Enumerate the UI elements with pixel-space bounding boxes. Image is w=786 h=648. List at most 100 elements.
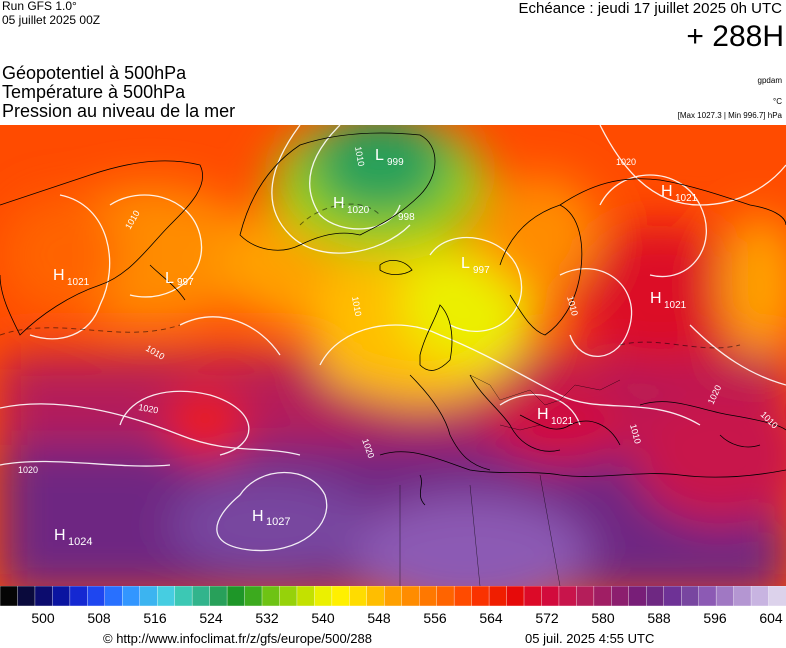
pressure-center-value: 1021 xyxy=(675,193,698,204)
color-scale-tick: 532 xyxy=(255,610,279,626)
pressure-range: [Max 1027.3 | Min 996.7] hPa xyxy=(677,111,782,120)
color-scale-tick: 548 xyxy=(367,610,391,626)
color-scale-swatch xyxy=(488,586,508,606)
forecast-horizon: + 288H xyxy=(686,20,784,53)
weather-map: H 1021 H 1020 L 999 L 997 L 997 H 1021 H… xyxy=(0,125,786,586)
pressure-center-value: 998 xyxy=(398,212,415,223)
field-temperature: Température à 500hPa xyxy=(2,82,186,102)
color-scale-swatch xyxy=(69,586,89,606)
color-scale-swatch xyxy=(87,586,106,606)
forecast-valid-time: Echéance : jeudi 17 juillet 2025 0h UTC xyxy=(518,0,783,17)
run-date: 05 juillet 2025 00Z xyxy=(2,13,101,27)
color-scale-swatch xyxy=(523,586,543,606)
color-scale-tick: 524 xyxy=(199,610,223,626)
color-scale-swatch xyxy=(139,586,158,606)
color-scale-swatch xyxy=(174,586,193,606)
color-scale-swatch xyxy=(296,586,316,606)
color-scale-swatch xyxy=(576,586,595,606)
color-scale-tick: 564 xyxy=(479,610,503,626)
borders xyxy=(399,374,621,586)
color-scale-swatch xyxy=(261,586,281,606)
color-scale-swatch xyxy=(733,586,752,606)
color-scale-tick: 588 xyxy=(647,610,671,626)
color-scale-swatch xyxy=(628,586,647,606)
color-scale-swatch xyxy=(646,586,665,606)
color-scale-swatch xyxy=(401,586,420,606)
pressure-center-type: H xyxy=(252,508,264,525)
color-scale-swatch xyxy=(52,586,71,606)
color-scale-tick: 580 xyxy=(591,610,615,626)
pressure-center-value: 1024 xyxy=(68,536,92,548)
pressure-center-type: L xyxy=(461,255,470,272)
pressure-center-type: H xyxy=(333,195,345,212)
color-scale-swatch xyxy=(681,586,700,606)
pressure-center-labels: H 1021 H 1020 L 999 L 997 L 997 H 1021 H… xyxy=(53,147,698,548)
color-scale-tick: 596 xyxy=(703,610,727,626)
color-scale-tick: 540 xyxy=(311,610,335,626)
pressure-center-value: 1021 xyxy=(67,277,90,288)
pressure-center-type: H xyxy=(54,527,66,544)
color-scale-swatch xyxy=(715,586,735,606)
color-scale-swatch xyxy=(331,586,351,606)
pressure-center-value: 999 xyxy=(387,157,404,168)
source-link[interactable]: © http://www.infoclimat.fr/z/gfs/europe/… xyxy=(103,631,372,646)
coastlines xyxy=(0,132,786,506)
color-scale-swatch xyxy=(0,586,19,606)
color-scale-tick: 508 xyxy=(87,610,111,626)
pressure-center-value: 1027 xyxy=(266,516,290,528)
pressure-center-type: L xyxy=(165,270,174,287)
pressure-center-type: L xyxy=(375,147,384,164)
color-scale-swatch xyxy=(698,586,717,606)
isobar-label: 1010 xyxy=(350,296,363,317)
color-scale-swatch xyxy=(349,586,368,606)
pressure-center-type: H xyxy=(53,267,65,284)
color-scale-tick: 572 xyxy=(535,610,559,626)
isobar-label: 1020 xyxy=(18,465,38,475)
temperature-field xyxy=(0,125,786,586)
color-scale xyxy=(0,586,786,606)
unit-geopotential: gpdam xyxy=(757,76,782,85)
color-scale-swatch xyxy=(122,586,141,606)
field-geopotential: Géopotentiel à 500hPa xyxy=(2,63,187,83)
isobar-label: 1020 xyxy=(138,402,159,415)
pressure-center-type: H xyxy=(661,183,673,200)
generation-time: 05 juil. 2025 4:55 UTC xyxy=(525,631,655,646)
color-scale-swatch xyxy=(419,586,438,606)
pressure-center-value: 1021 xyxy=(551,416,574,427)
isobar-label: 1010 xyxy=(353,146,366,167)
field-sea-level-pressure: Pression au niveau de la mer xyxy=(2,101,236,121)
color-scale-swatch xyxy=(611,586,630,606)
color-scale-tick: 516 xyxy=(143,610,167,626)
color-scale-swatch xyxy=(17,586,36,606)
unit-temperature: °C xyxy=(773,97,782,106)
temperature-isotherms xyxy=(0,203,741,349)
pressure-center-value: 1021 xyxy=(664,300,687,311)
color-scale-swatch xyxy=(366,586,385,606)
pressure-center-value: 997 xyxy=(473,265,490,276)
pressure-center-value: 997 xyxy=(177,277,194,288)
color-scale-swatch xyxy=(593,586,613,606)
color-scale-swatch xyxy=(384,586,403,606)
color-scale-swatch xyxy=(156,586,176,606)
color-scale-swatch xyxy=(314,586,333,606)
color-scale-swatch xyxy=(104,586,123,606)
color-scale-swatch xyxy=(471,586,490,606)
color-scale-swatch xyxy=(436,586,455,606)
color-scale-swatch xyxy=(34,586,54,606)
pressure-center-type: H xyxy=(537,406,549,423)
color-scale-swatch xyxy=(506,586,525,606)
pressure-center-type: H xyxy=(650,290,662,307)
color-scale-swatch xyxy=(541,586,560,606)
color-scale-swatch xyxy=(244,586,263,606)
color-scale-swatch xyxy=(226,586,246,606)
pressure-center-value: 1020 xyxy=(347,205,370,216)
color-scale-tick: 604 xyxy=(759,610,783,626)
color-scale-swatch xyxy=(750,586,770,606)
color-scale-swatch xyxy=(279,586,298,606)
color-scale-swatch xyxy=(191,586,211,606)
color-scale-tick: 556 xyxy=(423,610,447,626)
isobar-label: 1020 xyxy=(616,157,636,167)
color-scale-swatch xyxy=(768,586,786,606)
color-scale-swatch xyxy=(558,586,578,606)
color-scale-tick: 500 xyxy=(31,610,55,626)
